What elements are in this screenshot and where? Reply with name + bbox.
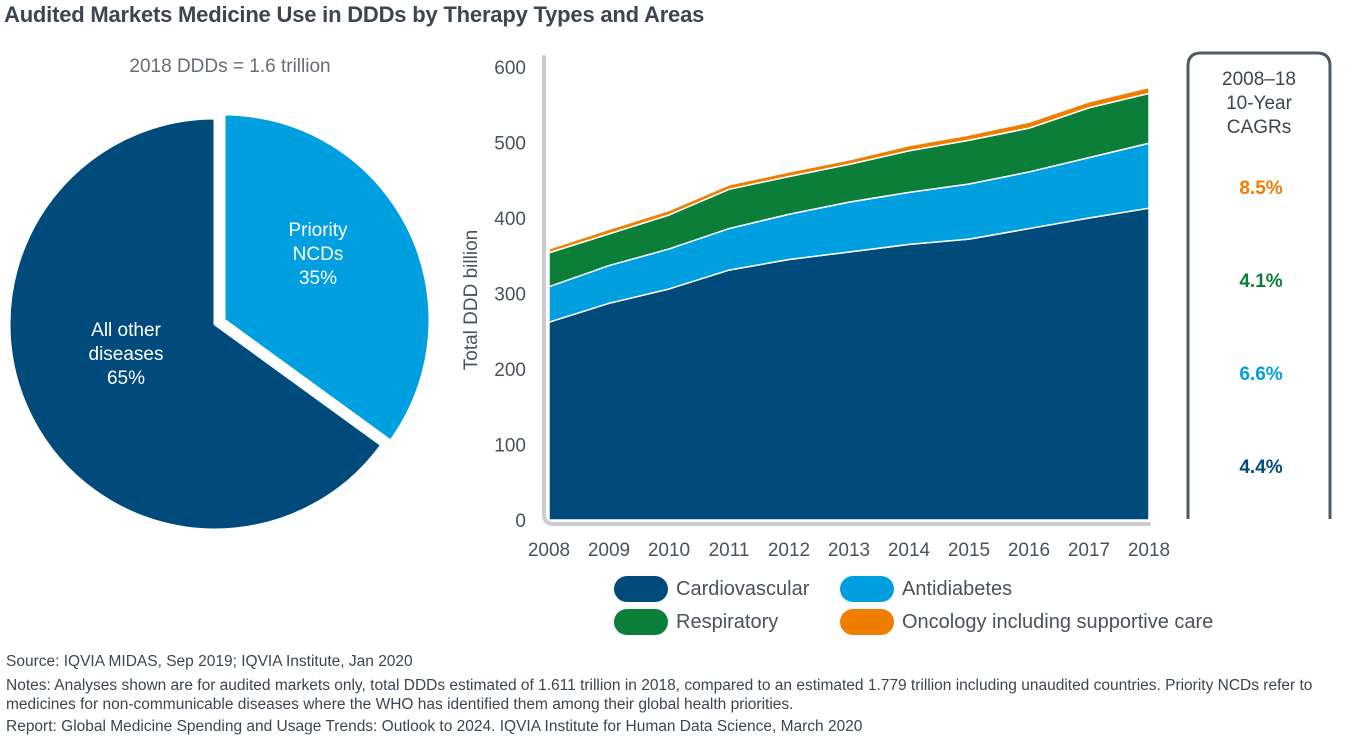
x-tick-label: 2012 bbox=[768, 540, 810, 561]
x-tick-label: 2017 bbox=[1068, 540, 1110, 561]
x-tick-label: 2013 bbox=[828, 540, 870, 561]
x-tick-label: 2008 bbox=[528, 540, 570, 561]
y-tick-label: 0 bbox=[515, 511, 526, 532]
x-tick-label: 2016 bbox=[1008, 540, 1050, 561]
cagr-box-title-line: 2008–18 bbox=[1222, 69, 1296, 90]
legend-item-cardiovascular: Cardiovascular bbox=[614, 576, 809, 602]
pie-slice-priority bbox=[222, 112, 432, 443]
footer: Source: IQVIA MIDAS, Sep 2019; IQVIA Ins… bbox=[6, 652, 1346, 741]
pie-label-line: Priority bbox=[288, 220, 348, 241]
footer-notes: Notes: Analyses shown are for audited ma… bbox=[6, 677, 1313, 713]
legend-item-oncology: Oncology including supportive care bbox=[840, 609, 1213, 635]
area-chart-axes: 0 100 200 300 400 500 600 2008 2009 2010 2011 2012 2… bbox=[461, 55, 1170, 561]
x-tick-label: 2015 bbox=[948, 540, 990, 561]
cagr-value-antidiabetes: 6.6% bbox=[1239, 364, 1282, 385]
y-tick-label: 600 bbox=[494, 58, 526, 79]
cagr-value-oncology-including-supportive-care: 8.5% bbox=[1239, 178, 1282, 199]
legend-swatch-antidiabetes bbox=[840, 576, 894, 602]
y-tick-label: 100 bbox=[494, 436, 526, 457]
area-series-oncology-including-supportive-care bbox=[548, 86, 1150, 254]
chart-canvas: Priority NCDs 35% All other diseases 65% 0 100… bbox=[7, 51, 1332, 561]
pie-label-line: diseases bbox=[89, 344, 164, 365]
cagr-box: 2008–18 10-Year CAGRs 8.5% 4.1% 6.6% 4.4% bbox=[1186, 51, 1332, 519]
pie-label-line: 65% bbox=[107, 368, 145, 389]
cagr-value-respiratory: 4.1% bbox=[1239, 271, 1282, 292]
x-tick-label: 2018 bbox=[1128, 540, 1170, 561]
legend-item-respiratory: Respiratory bbox=[614, 609, 778, 635]
pie-label-line: 35% bbox=[299, 268, 337, 289]
pie-chart: Priority NCDs 35% All other diseases 65% bbox=[7, 112, 432, 532]
cagr-box-title-line: 10-Year bbox=[1226, 93, 1293, 114]
legend-label-antidiabetes: Antidiabetes bbox=[902, 577, 1013, 600]
legend-label-cardiovascular: Cardiovascular bbox=[676, 577, 810, 600]
pie-subtitle: 2018 DDDs = 1.6 trillion bbox=[129, 56, 331, 77]
legend-swatch-oncology bbox=[840, 609, 894, 635]
pie-label-line: All other bbox=[91, 320, 161, 341]
x-tick-label: 2011 bbox=[709, 540, 750, 561]
legend-label-respiratory: Respiratory bbox=[676, 610, 779, 633]
cagr-box-title-line: CAGRs bbox=[1227, 117, 1291, 138]
y-tick-label: 300 bbox=[494, 285, 526, 306]
legend: Cardiovascular Antidiabetes Respiratory … bbox=[614, 576, 1334, 646]
y-axis-line bbox=[542, 55, 1151, 526]
legend-label-oncology: Oncology including supportive care bbox=[902, 610, 1214, 633]
cagr-box-title: 2008–18 10-Year CAGRs bbox=[1222, 69, 1296, 138]
y-tick-label: 200 bbox=[494, 360, 526, 381]
pie-label-line: NCDs bbox=[293, 244, 344, 265]
chart-title: Audited Markets Medicine Use in DDDs by … bbox=[4, 2, 705, 27]
x-tick-label: 2010 bbox=[648, 540, 690, 561]
pie-slice-all-other bbox=[7, 116, 384, 532]
legend-swatch-respiratory bbox=[614, 609, 668, 635]
footer-report: Report: Global Medicine Spending and Usa… bbox=[6, 718, 863, 735]
x-tick-label: 2014 bbox=[888, 540, 931, 561]
footer-source: Source: IQVIA MIDAS, Sep 2019; IQVIA Ins… bbox=[6, 653, 413, 670]
y-tick-label: 400 bbox=[494, 209, 526, 230]
y-axis-title: Total DDD billion bbox=[461, 230, 482, 370]
cagr-value-cardiovascular: 4.4% bbox=[1239, 457, 1282, 478]
x-tick-label: 2009 bbox=[588, 540, 630, 561]
y-tick-label: 500 bbox=[494, 134, 526, 155]
legend-swatch-cardiovascular bbox=[614, 576, 668, 602]
pie-label-all-other: All other diseases 65% bbox=[89, 320, 164, 389]
legend-item-antidiabetes: Antidiabetes bbox=[840, 576, 1012, 602]
area-chart bbox=[548, 86, 1150, 521]
cagr-box-frame bbox=[1186, 51, 1332, 519]
pie-label-priority: Priority NCDs 35% bbox=[288, 220, 348, 289]
